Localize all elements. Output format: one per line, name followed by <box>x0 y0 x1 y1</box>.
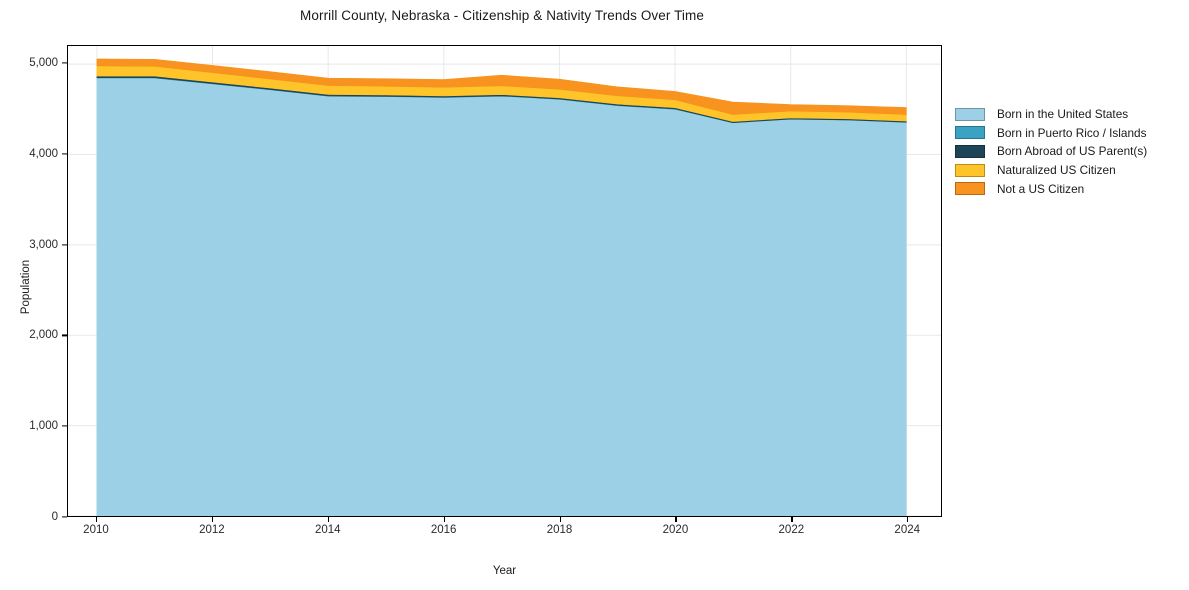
y-tick-label: 4,000 <box>29 147 58 160</box>
x-tick-mark <box>791 517 793 522</box>
legend-color-swatch <box>955 163 985 177</box>
chart-legend: Born in the United States Born in Puerto … <box>955 105 1185 198</box>
legend-color-swatch <box>955 107 985 121</box>
y-tick-mark <box>62 334 67 337</box>
legend-item-label: Born Abroad of US Parent(s) <box>997 144 1148 159</box>
y-tick-label: 3,000 <box>29 238 58 251</box>
y-tick-label: 5,000 <box>29 57 58 70</box>
legend-item[interactable]: Not a US Citizen <box>955 179 1185 198</box>
y-tick-mark <box>62 62 67 64</box>
legend-item[interactable]: Born in the United States <box>955 105 1185 124</box>
legend-item[interactable]: Born Abroad of US Parent(s) <box>955 142 1185 161</box>
x-tick-mark <box>675 517 677 522</box>
y-tick-label: 2,000 <box>29 329 58 342</box>
legend-item-label: Naturalized US Citizen <box>997 163 1116 178</box>
area-series <box>96 58 907 115</box>
x-tick-label: 2012 <box>199 524 225 536</box>
plot-area <box>67 45 942 517</box>
x-tick-mark <box>211 517 214 522</box>
legend-item-label: Born in the United States <box>997 107 1129 122</box>
y-tick-label: 1,000 <box>29 420 58 433</box>
area-series <box>96 77 907 516</box>
x-tick-mark <box>327 517 329 522</box>
stacked-area-svg <box>68 46 941 516</box>
x-axis-label: Year <box>492 565 517 577</box>
x-tick-mark <box>907 517 909 522</box>
x-tick-label: 2020 <box>662 524 689 536</box>
legend-item-label: Not a US Citizen <box>997 181 1085 196</box>
y-tick-mark <box>62 244 67 246</box>
legend-item[interactable]: Born in Puerto Rico / Islands <box>955 124 1185 143</box>
x-tick-mark <box>559 517 561 522</box>
x-tick-label: 2016 <box>430 524 457 536</box>
y-tick-label: 0 <box>51 511 58 523</box>
legend-color-swatch <box>955 182 985 196</box>
legend-color-swatch <box>955 126 985 140</box>
x-tick-label: 2022 <box>778 524 805 536</box>
legend-item[interactable]: Naturalized US Citizen <box>955 161 1185 180</box>
y-tick-mark <box>62 153 67 155</box>
x-tick-mark <box>443 517 445 522</box>
x-tick-label: 2024 <box>894 524 921 536</box>
chart-title: Morrill County, Nebraska - Citizenship &… <box>300 8 704 23</box>
legend-color-swatch <box>955 144 985 158</box>
legend-item-label: Born in Puerto Rico / Islands <box>997 125 1147 140</box>
x-tick-label: 2010 <box>83 524 109 536</box>
x-tick-mark <box>95 517 98 522</box>
y-tick-mark <box>62 516 67 518</box>
y-axis-label: Population <box>20 259 32 315</box>
x-tick-label: 2014 <box>314 524 341 536</box>
y-tick-mark <box>62 425 67 427</box>
x-tick-label: 2018 <box>546 524 573 536</box>
